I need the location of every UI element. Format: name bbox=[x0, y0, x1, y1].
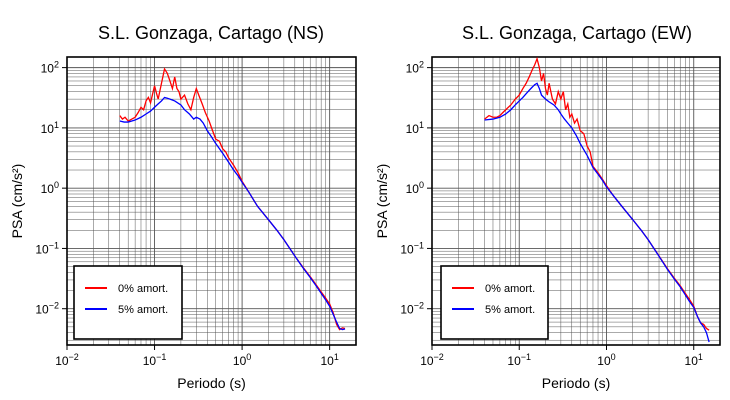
y-tick-label: 10−1 bbox=[400, 240, 424, 256]
y-tick-label: 10−1 bbox=[35, 240, 59, 256]
legend-box bbox=[73, 265, 183, 340]
y-tick-label: 102 bbox=[41, 60, 59, 76]
x-tick-label: 101 bbox=[685, 352, 703, 368]
y-tick-label: 100 bbox=[406, 180, 424, 196]
chart-panel-1: S.L. Gonzaga, Cartago (NS) 10−2 10−1 100 101… bbox=[9, 23, 357, 391]
x-tick-label: 10−1 bbox=[507, 352, 531, 368]
legend-entry-label: 0% amort. bbox=[485, 283, 535, 295]
y-tick-label: 102 bbox=[406, 60, 424, 76]
series-line-2 bbox=[119, 96, 346, 331]
x-tick-label: 100 bbox=[233, 352, 251, 368]
plot-frame bbox=[66, 56, 357, 346]
y-axis-label: PSA (cm/s²) bbox=[374, 164, 390, 239]
legend: 0% amort. 5% amort. bbox=[440, 265, 549, 340]
x-tick-label: 10−2 bbox=[420, 352, 444, 368]
y-tick-label: 10−2 bbox=[35, 301, 59, 317]
x-axis-label: Periodo (s) bbox=[542, 375, 610, 391]
y-tick-label: 101 bbox=[406, 120, 424, 136]
x-tick-label: 10−2 bbox=[55, 352, 79, 368]
legend: 0% amort. 5% amort. bbox=[73, 265, 183, 340]
chart-title: S.L. Gonzaga, Cartago (EW) bbox=[462, 23, 692, 43]
x-axis-label: Periodo (s) bbox=[177, 375, 245, 391]
y-axis-label: PSA (cm/s²) bbox=[9, 164, 25, 239]
y-tick-label: 10−2 bbox=[400, 301, 424, 317]
plot-frame bbox=[431, 56, 721, 346]
legend-entry-label: 0% amort. bbox=[118, 283, 168, 295]
x-tick-label: 100 bbox=[597, 352, 615, 368]
legend-box bbox=[440, 265, 549, 340]
x-tick-label: 10−1 bbox=[143, 352, 167, 368]
legend-entry-label: 5% amort. bbox=[485, 304, 535, 316]
y-tick-label: 100 bbox=[41, 180, 59, 196]
legend-entry-label: 5% amort. bbox=[118, 304, 168, 316]
x-tick-label: 101 bbox=[320, 352, 338, 368]
chart-panel-2: S.L. Gonzaga, Cartago (EW) 10−2 10−1 100 101… bbox=[374, 23, 721, 391]
series-line-2 bbox=[484, 82, 710, 343]
chart-title: S.L. Gonzaga, Cartago (NS) bbox=[98, 23, 324, 43]
y-tick-label: 101 bbox=[41, 120, 59, 136]
grid-lines bbox=[66, 57, 357, 345]
